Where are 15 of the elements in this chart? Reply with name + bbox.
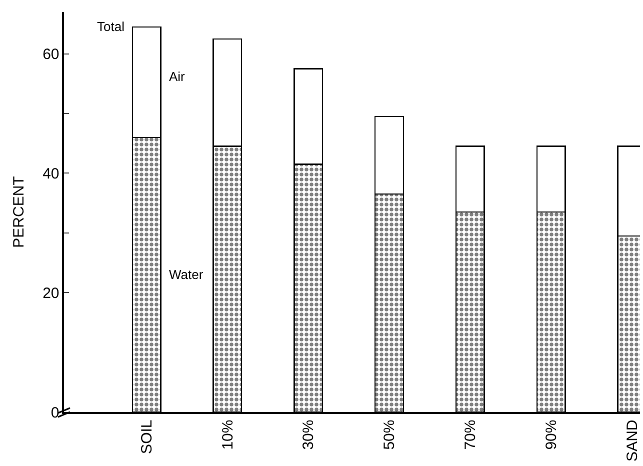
x-tick-label: SAND [624,420,641,462]
y-tick-label: 40 [42,165,60,182]
series-label: Water [169,267,204,282]
y-tick-label: 0 [50,404,60,422]
x-tick-label: SOIL [138,420,156,454]
x-tick-label: 30% [300,420,318,450]
y-tick-label: 60 [42,46,60,64]
x-tick-label: 50% [381,420,398,450]
series-label: Air [169,69,186,84]
annotation: Total [97,19,125,34]
y-tick-label: 20 [42,284,60,302]
x-tick-label: 10% [219,420,236,450]
x-tick-label: 90% [542,420,560,450]
x-tick-label: 70% [462,420,479,450]
y-axis-title: PERCENT [10,176,28,248]
